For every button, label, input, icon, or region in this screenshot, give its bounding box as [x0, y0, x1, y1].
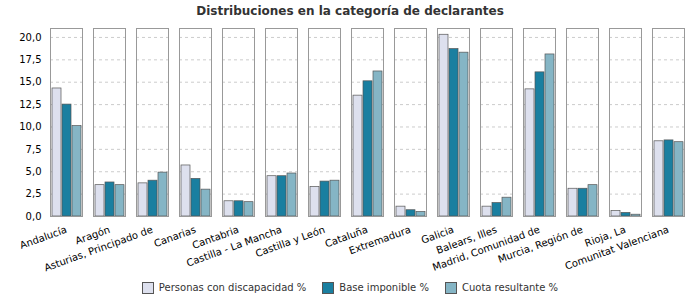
svg-text:Comunitat Valenciana: Comunitat Valenciana: [563, 224, 670, 272]
svg-text:Galicia: Galicia: [419, 223, 456, 246]
svg-text:Cantabria: Cantabria: [190, 223, 241, 251]
svg-text:Extremadura: Extremadura: [347, 224, 412, 257]
svg-text:Balears, Illes: Balears, Illes: [434, 223, 499, 256]
svg-text:0,0: 0,0: [26, 211, 42, 222]
svg-text:Murcia, Región de: Murcia, Región de: [496, 223, 585, 265]
svg-text:Asturias, Principado de: Asturias, Principado de: [43, 224, 155, 274]
svg-text:17,5: 17,5: [19, 54, 41, 65]
svg-text:12,5: 12,5: [19, 99, 41, 110]
svg-text:Rioja, La: Rioja, La: [583, 223, 628, 249]
svg-text:Cataluña: Cataluña: [323, 223, 370, 250]
svg-text:Castilla y León: Castilla y León: [254, 224, 326, 259]
svg-text:Aragón: Aragón: [73, 223, 112, 247]
svg-text:Canarias: Canarias: [152, 224, 197, 249]
svg-text:7,5: 7,5: [26, 144, 42, 155]
html-text:Base imponible %: Base imponible %: [339, 282, 429, 293]
html-text:Cuota resultante %: Cuota resultante %: [461, 282, 559, 293]
svg-text:Andalucía: Andalucía: [18, 224, 68, 251]
svg-text:2,5: 2,5: [26, 188, 42, 199]
html-text:Personas con discapacidad %: Personas con discapacidad %: [158, 282, 307, 293]
svg-text:Madrid, Comunidad de: Madrid, Comunidad de: [430, 223, 542, 273]
svg-text:10,0: 10,0: [19, 121, 41, 132]
svg-text:5,0: 5,0: [26, 166, 42, 177]
svg-text:Castilla - La Mancha: Castilla - La Mancha: [185, 223, 284, 269]
svg-text:15,0: 15,0: [19, 76, 41, 87]
svg-text:20,0: 20,0: [19, 32, 41, 43]
html-text:Distribuciones en la categoría: Distribuciones en la categoría de declar…: [196, 4, 504, 18]
